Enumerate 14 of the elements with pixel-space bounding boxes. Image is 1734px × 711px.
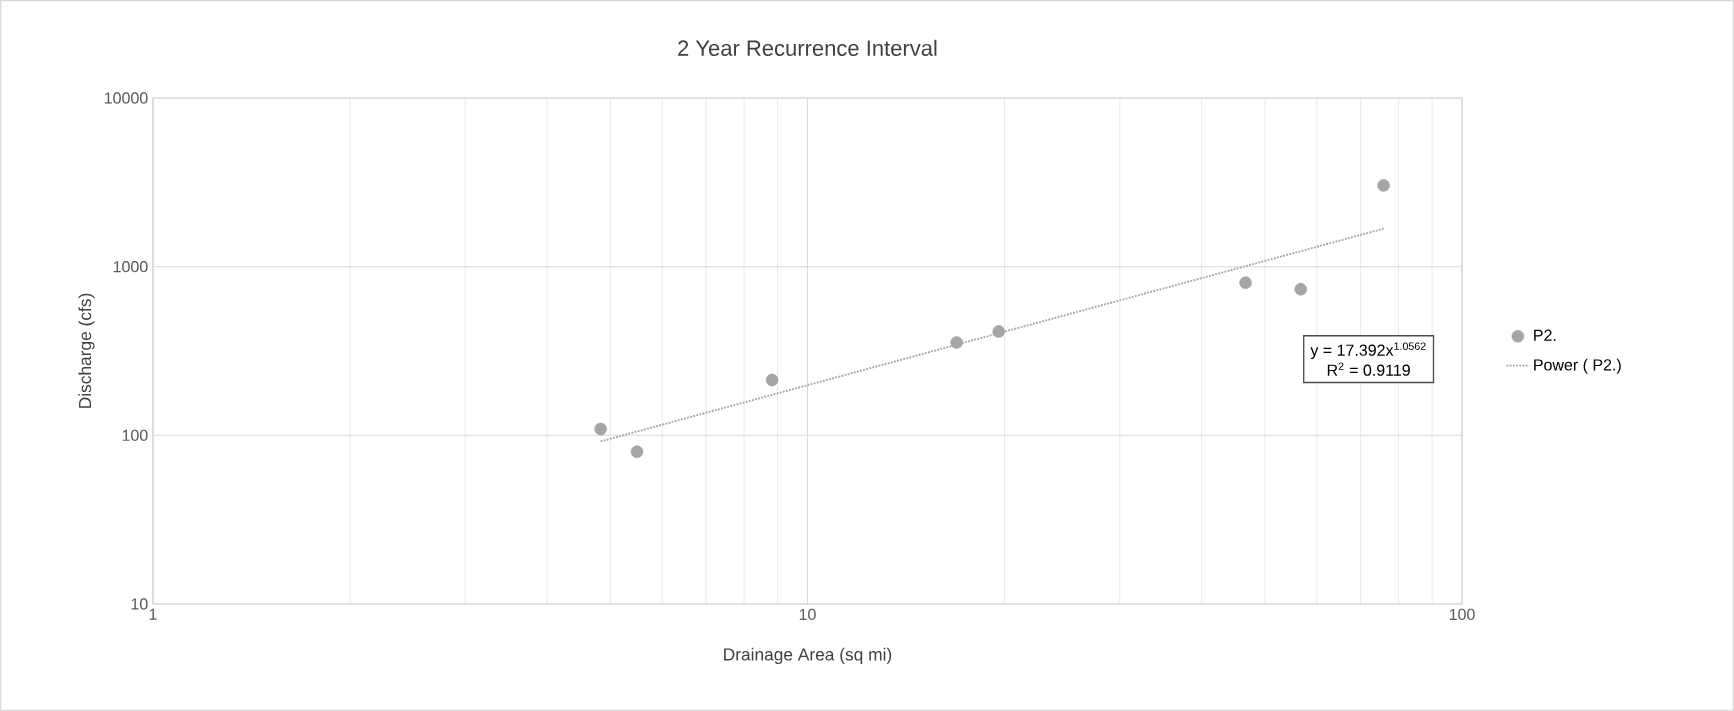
x-tick-label: 1 [149, 608, 157, 620]
annotation: R$^{2}$ = 0.9119 [1327, 362, 1410, 376]
x-axis-title: Drainage Area (sq mi) [724, 647, 892, 665]
x-tick-label: 10 [799, 608, 816, 621]
legend-label: P2. [1534, 329, 1556, 341]
y-tick-label: 10 [131, 598, 148, 610]
y-tick-label: 100 [122, 429, 148, 441]
annotation: y = 17.392x$^{1.0562}$ [1310, 342, 1426, 359]
chart-title: 2 Year Recurrence Interval [678, 39, 937, 56]
y-tick-label: 10000 [104, 92, 148, 104]
legend-label: Power ( P2.) [1534, 358, 1621, 374]
x-tick-label: 100 [1449, 608, 1475, 621]
y-axis-title: Discharge (cfs) [78, 293, 95, 408]
y-tick-label: 1000 [113, 261, 148, 273]
